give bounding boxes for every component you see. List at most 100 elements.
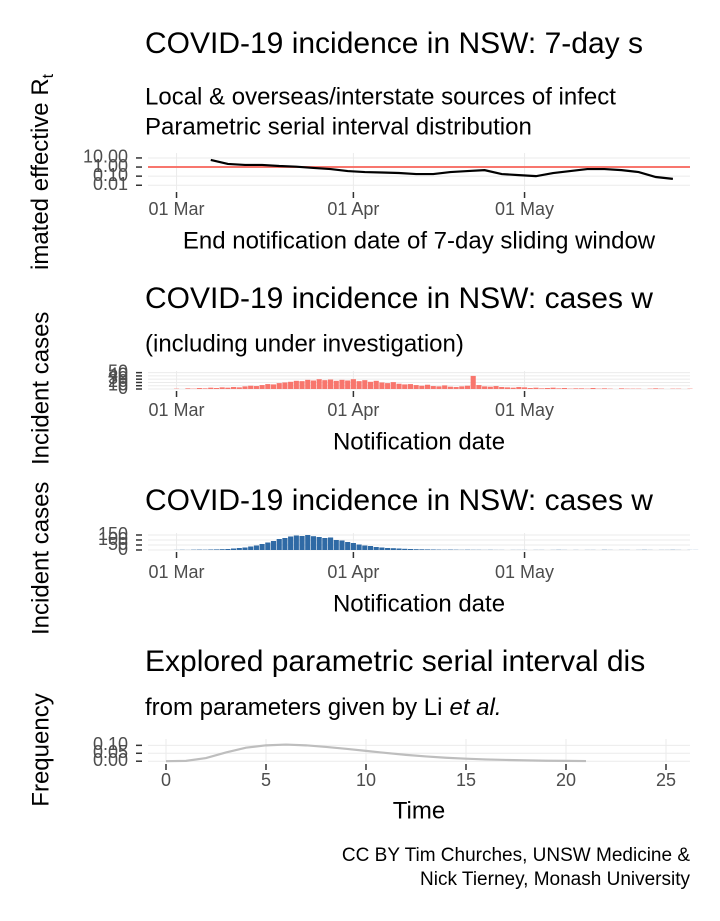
chart-title: COVID-19 incidence in NSW: cases w: [145, 282, 653, 315]
bar: [373, 380, 379, 389]
y-axis-title-main: imated effective R: [27, 78, 54, 270]
bar: [424, 384, 431, 389]
bar: [407, 549, 414, 550]
bar: [253, 545, 259, 550]
y-tick-label: 150: [98, 524, 128, 544]
bar: [305, 535, 311, 550]
x-tick-label: 15: [456, 770, 476, 790]
y-tick-label: 40: [108, 365, 128, 385]
bar: [521, 387, 528, 389]
bar: [407, 384, 414, 389]
bar: [419, 385, 425, 389]
bar: [579, 388, 585, 389]
bar: [276, 539, 282, 550]
y-tick-label: 0.05: [93, 742, 128, 762]
bar: [293, 380, 299, 389]
bar: [653, 388, 659, 389]
y-axis-title: Frequency: [27, 693, 54, 806]
y-tick-label: 0.10: [93, 734, 128, 754]
bar: [390, 382, 396, 389]
line: [210, 158, 673, 180]
bar: [202, 388, 208, 389]
bar: [242, 547, 248, 550]
subtitle-run: et al.: [449, 694, 501, 721]
bar: [396, 548, 402, 550]
bar: [550, 387, 556, 389]
bar: [333, 540, 339, 550]
bar: [493, 386, 499, 389]
y-tick-label: 0: [118, 539, 128, 559]
bar: [413, 385, 419, 389]
x-tick-label: 01 May: [495, 400, 554, 420]
bar: [333, 380, 339, 389]
caption: CC BY Tim Churches, UNSW Medicine &: [342, 845, 690, 866]
bar: [561, 388, 568, 389]
bar: [259, 385, 265, 389]
x-axis-title: Notification date: [333, 428, 505, 455]
bar: [590, 388, 596, 389]
bar: [527, 388, 533, 389]
bar: [430, 549, 436, 550]
x-tick-label: 01 Mar: [149, 199, 205, 219]
bar: [367, 381, 374, 389]
bar: [447, 386, 453, 389]
y-axis-title: Incident cases: [27, 482, 54, 635]
bar: [270, 541, 277, 550]
x-tick-label: 01 May: [495, 199, 554, 219]
chart-title: COVID-19 incidence in NSW: cases w: [145, 484, 653, 517]
bar: [482, 386, 488, 389]
bar: [293, 535, 299, 550]
y-tick-label: 100: [98, 529, 128, 549]
bar: [379, 382, 385, 389]
bar: [573, 388, 579, 389]
y-tick-label: 10.00: [83, 147, 128, 167]
bar: [350, 379, 356, 389]
bar: [225, 549, 231, 550]
bar: [231, 387, 237, 389]
bar: [504, 387, 510, 389]
y-tick-label: 0: [118, 378, 128, 398]
x-tick-label: 01 Mar: [149, 562, 205, 582]
y-tick-label: 0.00: [93, 750, 128, 770]
bar: [322, 380, 328, 389]
bar: [476, 385, 482, 389]
bar: [282, 538, 288, 550]
chart-title: COVID-19 incidence in NSW: 7-day s: [145, 27, 643, 60]
bar: [367, 546, 374, 550]
bar: [328, 379, 334, 389]
bar: [396, 383, 402, 389]
bar: [556, 388, 562, 389]
bar: [231, 548, 237, 550]
bar: [379, 547, 385, 550]
bar: [282, 382, 288, 389]
bar: [310, 380, 317, 389]
x-tick-label: 01 Apr: [327, 562, 379, 582]
chart-title: Explored parametric serial interval dis: [145, 645, 645, 678]
bar: [248, 385, 254, 389]
x-axis-title: End notification date of 7-day sliding w…: [183, 227, 656, 254]
chart-subtitle: (including under investigation): [145, 330, 464, 357]
bar: [419, 549, 425, 550]
bar: [442, 385, 448, 389]
bar: [424, 549, 431, 550]
y-tick-label: 20: [108, 371, 128, 391]
chart-subtitle: Local & overseas/interstate sources of i…: [145, 83, 616, 110]
bar: [236, 387, 242, 389]
x-tick-label: 01 Mar: [149, 400, 205, 420]
bar: [253, 386, 259, 389]
bar: [362, 545, 368, 550]
bar: [339, 540, 345, 550]
bar: [544, 388, 550, 389]
bar: [373, 547, 379, 550]
bar: [242, 386, 248, 389]
bar: [248, 546, 254, 550]
bar: [436, 386, 442, 389]
bar: [618, 388, 625, 389]
bar: [213, 549, 220, 550]
bar: [305, 379, 311, 389]
x-tick-label: 10: [356, 770, 376, 790]
bar: [430, 386, 436, 389]
x-tick-label: 25: [656, 770, 676, 790]
chart-subtitle: from parameters given by Li et al.: [145, 694, 502, 721]
